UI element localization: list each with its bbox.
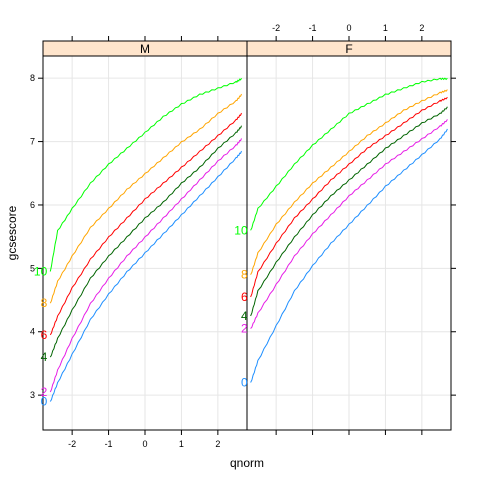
series-line-F-4: [250, 106, 448, 317]
series-label-F-4: 4: [241, 309, 248, 323]
y-tick-label-left: 5: [30, 263, 35, 273]
series-layer: [49, 77, 448, 402]
series-label-F-0: 0: [241, 375, 248, 389]
x-axis-title: qnorm: [230, 456, 264, 470]
series-label-F-6: 6: [241, 290, 248, 304]
y-tick-label-left: 7: [30, 137, 35, 147]
series-label-M-0: 0: [41, 394, 48, 408]
series-line-F-10: [250, 77, 448, 231]
series-label-M-8: 8: [41, 296, 48, 310]
series-line-M-10: [49, 77, 242, 272]
x-tick-label-bottom: 2: [215, 439, 220, 449]
grid-layer: [43, 56, 451, 430]
series-line-F-8: [250, 89, 448, 275]
series-label-F-10: 10: [234, 223, 248, 237]
series-line-M-8: [49, 93, 242, 304]
x-tick-label-top: 1: [383, 23, 388, 33]
series-line-M-0: [49, 150, 242, 402]
x-tick-label-bottom: 1: [179, 439, 184, 449]
strip-label-F: F: [345, 42, 352, 56]
series-label-F-2: 2: [241, 322, 248, 336]
y-tick-label-left: 6: [30, 200, 35, 210]
y-tick-label-left: 3: [30, 390, 35, 400]
series-line-F-0: [250, 128, 448, 383]
x-tick-label-top: 2: [419, 23, 424, 33]
series-label-M-2: 2: [41, 385, 48, 399]
series-label-F-8: 8: [241, 268, 248, 282]
y-axis-title: gcsescore: [5, 205, 19, 260]
x-tick-label-top: -2: [272, 23, 280, 33]
x-tick-label-bottom: -1: [105, 439, 113, 449]
x-tick-label-top: -1: [309, 23, 317, 33]
strip-label-M: M: [140, 42, 150, 56]
series-label-M-4: 4: [41, 350, 48, 364]
series-line-M-4: [49, 125, 242, 358]
series-line-F-2: [250, 119, 448, 329]
series-line-M-6: [49, 112, 242, 336]
x-tick-label-bottom: -2: [68, 439, 76, 449]
y-tick-label-left: 8: [30, 73, 35, 83]
series-label-M-10: 10: [34, 265, 48, 279]
series-line-M-2: [49, 138, 242, 393]
series-line-F-6: [250, 96, 448, 298]
x-tick-label-bottom: 0: [142, 439, 147, 449]
x-tick-label-top: 0: [346, 23, 351, 33]
series-label-M-6: 6: [41, 328, 48, 342]
y-tick-label-left: 4: [30, 327, 35, 337]
